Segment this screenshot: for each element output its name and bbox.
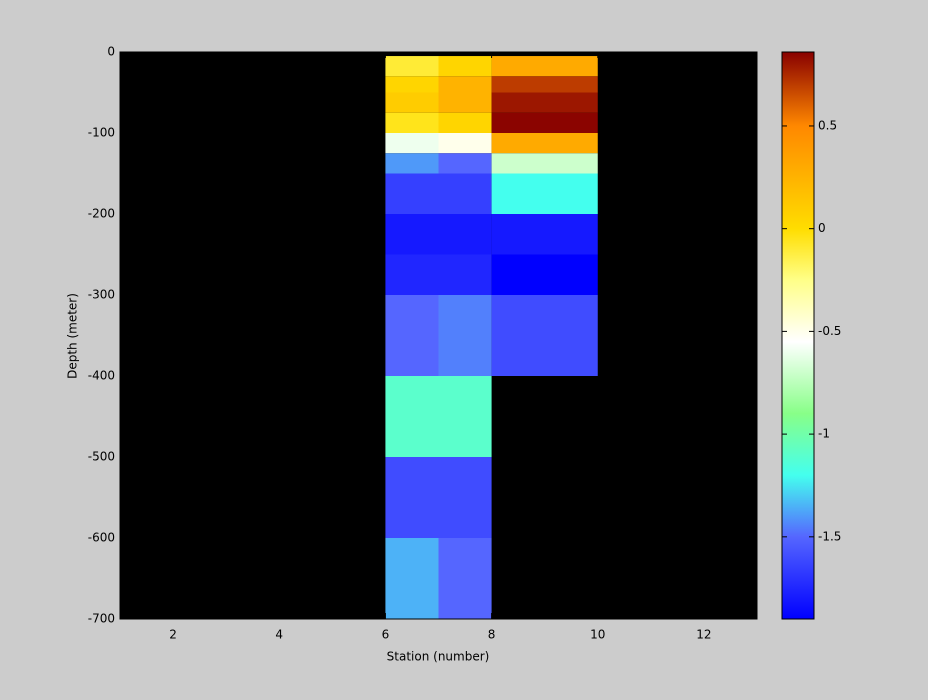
cell <box>385 76 439 93</box>
cell <box>438 457 492 538</box>
cell <box>438 538 492 619</box>
cell <box>491 112 598 133</box>
y-tick-label: 0 <box>107 45 115 59</box>
colorbar-tick-label: -1.5 <box>818 529 841 543</box>
y-tick-label: -200 <box>88 207 115 221</box>
cell <box>438 295 492 376</box>
x-tick-label: 8 <box>488 628 496 642</box>
cell <box>385 56 439 77</box>
cell <box>438 376 492 457</box>
cell <box>491 56 598 77</box>
cell <box>438 92 492 113</box>
y-axis-label: Depth (meter) <box>66 293 80 379</box>
cell <box>385 173 439 214</box>
cell <box>385 133 439 154</box>
cell <box>385 254 439 295</box>
y-tick-label: -100 <box>88 126 115 140</box>
cell <box>385 92 439 113</box>
cell <box>438 76 492 93</box>
colorbar-tick-label: 0 <box>818 221 826 235</box>
cell <box>385 376 439 457</box>
cell <box>491 254 598 295</box>
cell <box>385 214 439 255</box>
cell <box>491 133 598 154</box>
cell <box>385 295 439 376</box>
cell <box>491 214 598 255</box>
axes-frame <box>119 51 758 620</box>
y-tick-label: -600 <box>88 531 115 545</box>
colorbar-tick-label: 0.5 <box>818 118 837 132</box>
cell <box>385 538 439 619</box>
cell <box>491 92 598 113</box>
cell <box>385 153 439 174</box>
x-tick-label: 2 <box>169 628 177 642</box>
x-axis-label: Station (number) <box>387 650 490 664</box>
colorbar-tick-label: -0.5 <box>818 324 841 338</box>
x-tick-label: 12 <box>696 628 711 642</box>
y-tick-label: -400 <box>88 369 115 383</box>
cell <box>491 295 598 376</box>
cell <box>385 457 439 538</box>
y-tick-label: -700 <box>88 612 115 626</box>
x-tick-label: 10 <box>590 628 605 642</box>
cell <box>438 173 492 214</box>
cell <box>438 214 492 255</box>
cell <box>438 56 492 77</box>
cell <box>385 112 439 133</box>
colorbar <box>781 51 815 620</box>
cell <box>491 173 598 214</box>
y-tick-label: -300 <box>88 288 115 302</box>
cell <box>491 153 598 174</box>
cell <box>438 112 492 133</box>
cell <box>491 76 598 93</box>
cell <box>438 153 492 174</box>
x-tick-label: 6 <box>382 628 390 642</box>
x-tick-label: 4 <box>275 628 283 642</box>
cell <box>438 133 492 154</box>
cell <box>438 254 492 295</box>
colorbar-tick-label: -1 <box>818 427 830 441</box>
y-tick-label: -500 <box>88 450 115 464</box>
